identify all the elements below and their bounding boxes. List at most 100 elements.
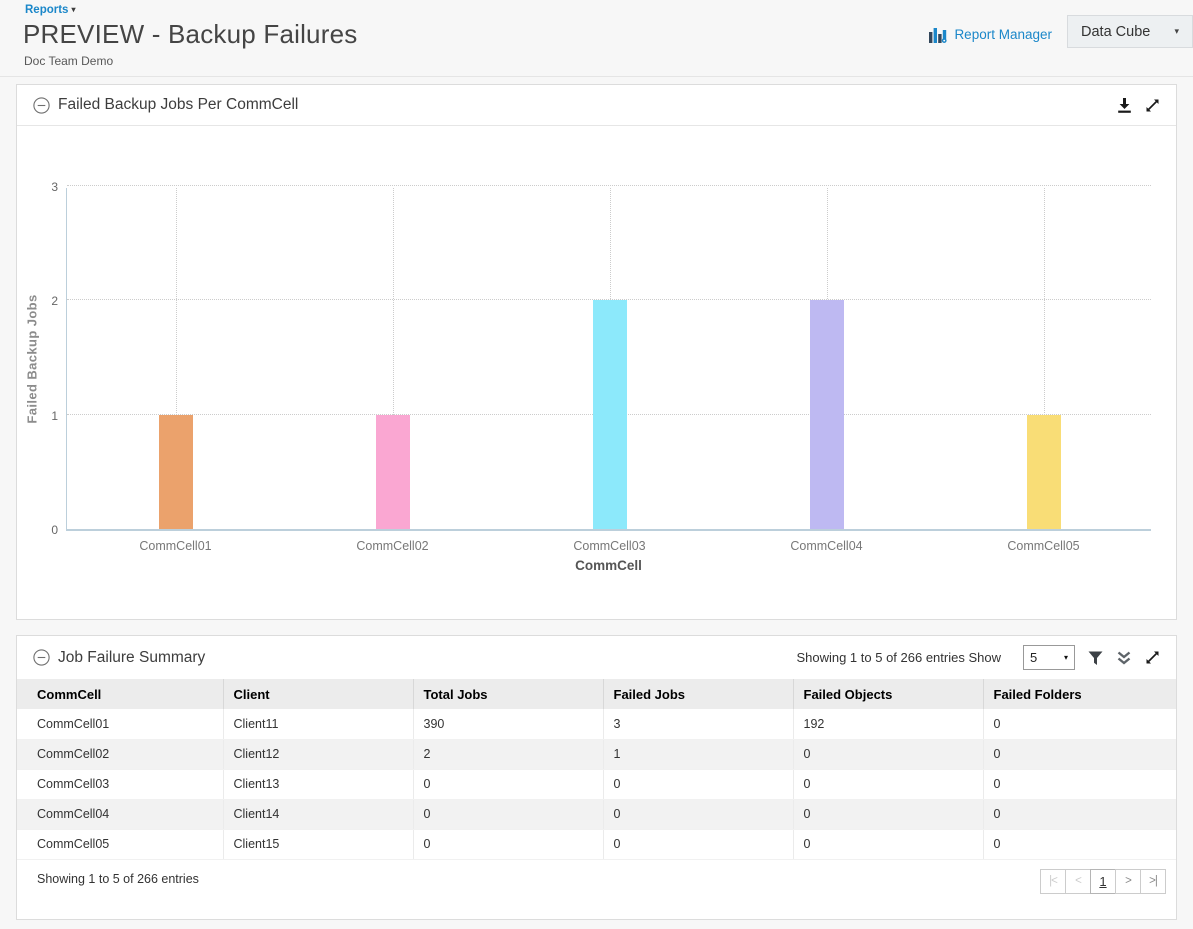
page-size-select[interactable]: 5 ▾ — [1023, 645, 1075, 670]
showing-text: Showing 1 to 5 of 266 entries — [796, 650, 965, 665]
column-header-commcell[interactable]: CommCell — [17, 679, 223, 709]
table-cell: 0 — [602, 799, 793, 830]
chart-panel-title: Failed Backup Jobs Per CommCell — [58, 96, 299, 113]
pagination-first-button[interactable]: |< — [1040, 868, 1066, 894]
table-cell: CommCell02 — [17, 739, 223, 770]
next-page-icon: > — [1125, 875, 1132, 887]
bar-CommCell01[interactable] — [158, 414, 193, 529]
gridline-h — [67, 299, 1151, 301]
report-manager-link[interactable]: Report Manager — [929, 26, 1052, 43]
y-tick-label: 3 — [51, 180, 58, 194]
gridline-v — [175, 188, 177, 529]
pagination-current-page[interactable]: 1 — [1090, 868, 1116, 894]
pagination-next-button[interactable]: > — [1115, 868, 1141, 894]
table-cell: CommCell03 — [17, 769, 223, 800]
chart-panel-header: Failed Backup Jobs Per CommCell — [17, 85, 1176, 126]
table-cell: 0 — [602, 829, 793, 860]
table-cell: 0 — [412, 799, 603, 830]
bar-CommCell03[interactable] — [592, 300, 627, 529]
table-row[interactable]: CommCell03 Client13 0 0 0 0 — [17, 769, 1176, 800]
table-cell: 0 — [602, 769, 793, 800]
table-cell: Client15 — [222, 829, 413, 860]
page-size-value: 5 — [1030, 650, 1038, 665]
table-body: CommCell01 Client11 390 3 192 0 CommCell02 Clie… — [17, 709, 1176, 860]
current-page-number: 1 — [1099, 873, 1107, 889]
collapse-icon[interactable] — [33, 96, 50, 114]
table-cell: 0 — [982, 799, 1176, 830]
table-cell: 390 — [412, 709, 603, 740]
pagination: |< < 1 > >| — [1040, 868, 1166, 894]
table-cell: CommCell01 — [17, 709, 223, 740]
table-cell: 0 — [792, 769, 983, 800]
y-tick-label: 2 — [51, 294, 58, 309]
table-cell: 0 — [412, 829, 603, 860]
table-cell: 0 — [982, 769, 1176, 800]
table-cell: 3 — [602, 709, 793, 740]
breadcrumb-label: Reports — [25, 4, 69, 16]
table-cell: Client12 — [222, 739, 413, 770]
column-header-client[interactable]: Client — [222, 679, 413, 709]
select-caret-icon: ▾ — [1063, 653, 1068, 662]
table-header-row: CommCell Client Total Jobs Failed Jobs Faile… — [17, 679, 1176, 709]
table-row[interactable]: CommCell05 Client15 0 0 0 0 — [17, 829, 1176, 860]
reports-caret-icon: ▾ — [71, 5, 76, 14]
page-title: PREVIEW - Backup Failures — [23, 19, 358, 49]
table-cell: Client14 — [222, 799, 413, 830]
bar-chart: Failed Backup Jobs CommCell01 CommCell02 C… — [17, 126, 1176, 619]
table-cell: CommCell05 — [17, 829, 223, 860]
breadcrumb-reports[interactable]: Reports ▾ — [25, 4, 75, 16]
column-header-failed-folders[interactable]: Failed Folders — [982, 679, 1176, 709]
pagination-last-button[interactable]: >| — [1140, 868, 1166, 894]
table-cell: 0 — [982, 709, 1176, 740]
filter-icon[interactable] — [1088, 651, 1103, 665]
table-row[interactable]: CommCell04 Client14 0 0 0 0 — [17, 799, 1176, 830]
table-cell: 0 — [982, 739, 1176, 770]
table-cell: Client13 — [222, 769, 413, 800]
pagination-prev-button[interactable]: < — [1065, 868, 1091, 894]
page-header: Reports ▾ PREVIEW - Backup Failures Doc T… — [0, 0, 1193, 77]
table-panel-title: Job Failure Summary — [58, 648, 206, 666]
expand-icon[interactable] — [1145, 98, 1160, 113]
showing-entries-text: Showing 1 to 5 of 266 entries Show — [796, 650, 1001, 665]
collapse-icon[interactable] — [33, 649, 50, 666]
bar-CommCell05[interactable] — [1026, 414, 1061, 529]
column-header-failed-jobs[interactable]: Failed Jobs — [602, 679, 793, 709]
chart-panel: Failed Backup Jobs Per CommCell Failed B… — [16, 84, 1177, 620]
chart-plot: CommCell01 CommCell02 CommCell03 CommCell04… — [66, 185, 1151, 553]
column-header-failed-objects[interactable]: Failed Objects — [792, 679, 983, 709]
collapse-all-icon[interactable] — [1116, 651, 1132, 665]
x-tick-label: CommCell05 — [1007, 539, 1080, 553]
table-row[interactable]: CommCell01 Client11 390 3 192 0 — [17, 709, 1176, 740]
table-row[interactable]: CommCell02 Client12 2 1 0 0 — [17, 739, 1176, 770]
job-failure-table: CommCell Client Total Jobs Failed Jobs Faile… — [17, 679, 1176, 860]
report-manager-icon — [929, 26, 948, 43]
data-cube-caret-icon: ▾ — [1174, 26, 1179, 36]
table-cell: 0 — [982, 829, 1176, 860]
bar-CommCell04[interactable] — [809, 300, 844, 529]
x-tick-label: CommCell02 — [356, 539, 429, 553]
report-manager-label: Report Manager — [954, 27, 1052, 42]
bar-CommCell02[interactable] — [375, 414, 410, 529]
expand-icon[interactable] — [1145, 650, 1160, 665]
table-footer: Showing 1 to 5 of 266 entries |< < 1 > >… — [17, 860, 1176, 920]
first-page-icon: |< — [1049, 875, 1058, 887]
gridline-h — [67, 185, 1151, 186]
footer-showing-text: Showing 1 to 5 of 266 entries — [37, 871, 199, 886]
table-cell: CommCell04 — [17, 799, 223, 830]
y-tick-label: 0 — [51, 523, 58, 537]
table-panel-header: Job Failure Summary Showing 1 to 5 of 26… — [17, 636, 1176, 679]
table-cell: 0 — [792, 739, 983, 770]
gridline-v — [1043, 188, 1045, 529]
table-cell: 0 — [792, 799, 983, 830]
table-cell: Client11 — [222, 709, 413, 740]
x-tick-label: CommCell03 — [573, 539, 646, 553]
page-subtitle: Doc Team Demo — [24, 54, 114, 68]
data-cube-label: Data Cube — [1081, 23, 1151, 40]
column-header-total-jobs[interactable]: Total Jobs — [412, 679, 603, 709]
download-icon[interactable] — [1117, 97, 1132, 113]
x-tick-label: CommCell01 — [139, 539, 212, 553]
y-axis-title: Failed Backup Jobs — [24, 294, 40, 424]
gridline-v — [392, 188, 394, 529]
data-cube-button[interactable]: Data Cube ▾ — [1067, 15, 1193, 48]
table-cell: 0 — [412, 769, 603, 800]
